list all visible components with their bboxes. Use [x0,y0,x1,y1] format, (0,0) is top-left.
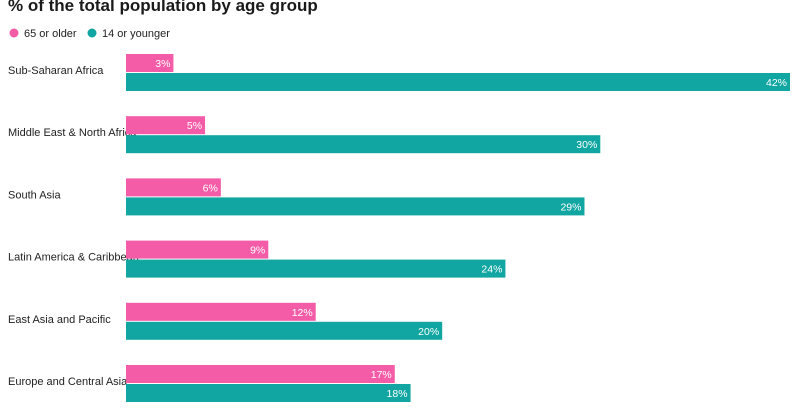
legend-item: 65 or older [9,28,77,40]
bar [126,384,411,402]
bar [126,178,221,197]
bar [126,321,443,340]
category-row: Sub-Saharan Africa 3% 42% [8,54,790,91]
data-label: 17% [371,369,392,381]
legend: 65 or older 14 or younger [9,28,170,40]
plot-area: Sub-Saharan Africa 3% 42% Middle East & Nor… [8,54,790,402]
data-label: 42% [766,77,787,89]
category-label: Latin America & Caribbean [8,252,139,264]
legend-item: 14 or younger [87,28,170,40]
legend-swatch [9,28,19,38]
data-label: 29% [560,201,581,213]
bar [126,54,174,72]
bar [126,135,601,154]
data-label: 3% [155,58,170,70]
chart-title: % of the total population by age group [8,0,318,15]
bar [126,116,206,135]
data-label: 5% [187,120,202,132]
data-label: 30% [576,139,597,151]
data-label: 12% [292,307,313,319]
legend-swatch [87,28,97,38]
category-label: South Asia [8,189,61,201]
category-label: East Asia and Pacific [8,314,111,326]
bar [126,302,316,321]
category-row: Europe and Central Asia 17% 18% [8,365,411,402]
data-label: 9% [250,245,265,257]
data-label: 6% [203,182,218,194]
category-row: South Asia 6% 29% [8,178,585,216]
legend-label: 65 or older [24,28,77,40]
category-row: Middle East & North Africa 5% 30% [8,116,601,154]
bar [126,73,790,91]
category-label: Europe and Central Asia [8,376,128,388]
bar [126,259,506,278]
category-label: Middle East & North Africa [8,127,137,139]
bar [126,197,585,216]
bar [126,365,395,383]
data-label: 24% [481,264,502,276]
category-label: Sub-Saharan Africa [8,65,104,77]
data-label: 20% [418,326,439,338]
legend-label: 14 or younger [102,28,170,40]
bar [126,240,269,259]
category-row: East Asia and Pacific 12% 20% [8,302,443,340]
category-row: Latin America & Caribbean 9% 24% [8,240,506,278]
data-label: 18% [387,388,408,400]
